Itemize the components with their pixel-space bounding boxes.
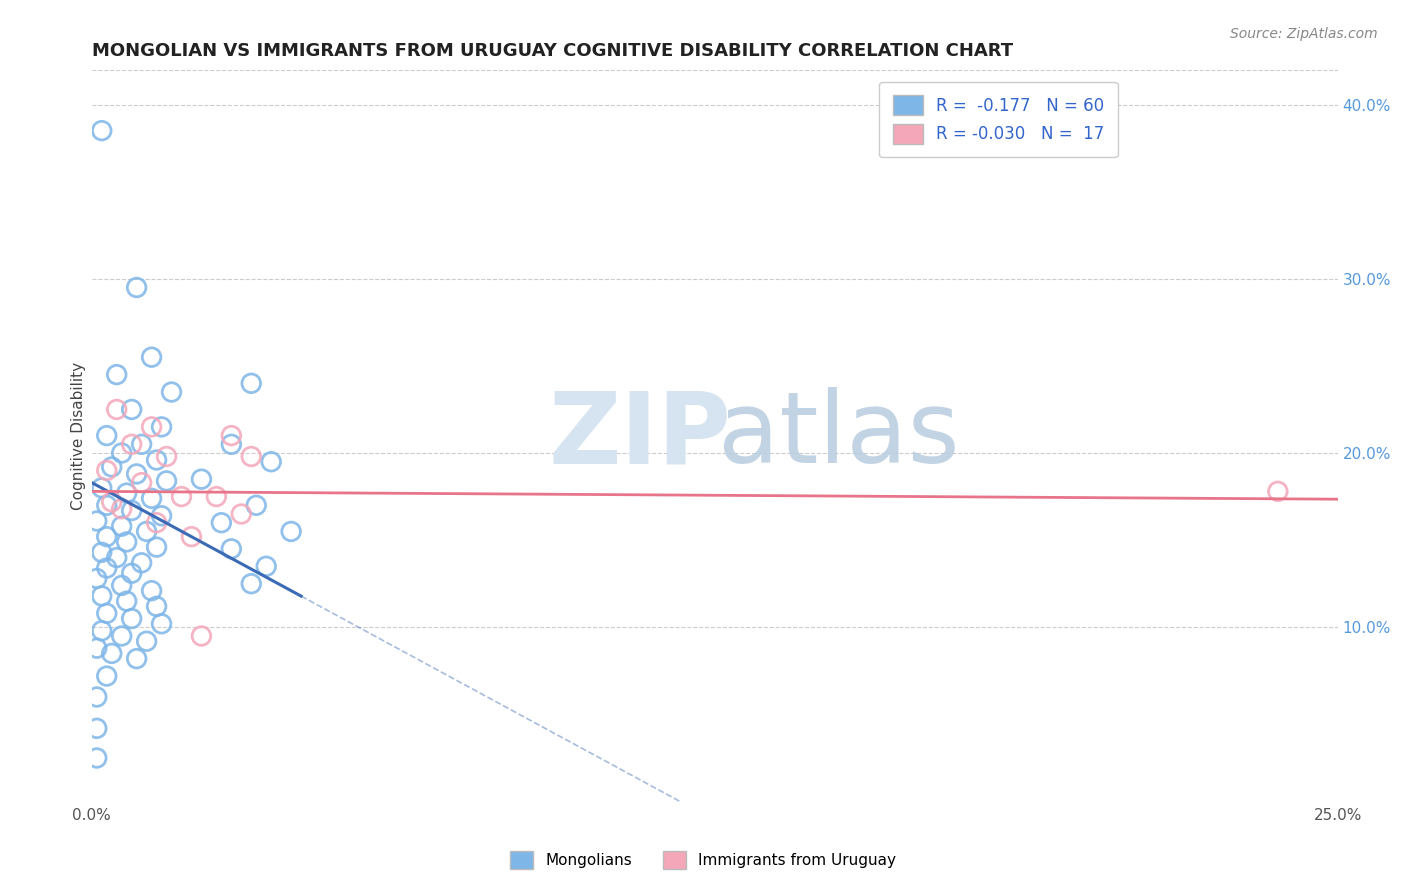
Point — [150, 420, 173, 434]
Point — [121, 402, 143, 417]
Point — [141, 420, 163, 434]
Point — [86, 572, 108, 586]
Point — [190, 472, 212, 486]
Point — [145, 599, 167, 614]
Point — [125, 280, 148, 294]
Point — [115, 594, 138, 608]
Point — [131, 475, 153, 490]
Legend: R =  -0.177   N = 60, R = -0.030   N =  17: R = -0.177 N = 60, R = -0.030 N = 17 — [879, 82, 1118, 157]
Point — [141, 350, 163, 364]
Point — [155, 474, 177, 488]
Point — [240, 450, 263, 464]
Point — [125, 467, 148, 481]
Point — [100, 459, 122, 474]
Point — [111, 629, 134, 643]
Point — [96, 498, 118, 512]
Point — [121, 611, 143, 625]
Point — [111, 578, 134, 592]
Point — [231, 507, 253, 521]
Point — [111, 519, 134, 533]
Point — [100, 647, 122, 661]
Point — [96, 669, 118, 683]
Point — [121, 566, 143, 581]
Point — [221, 437, 243, 451]
Point — [100, 495, 122, 509]
Point — [209, 516, 232, 530]
Point — [155, 450, 177, 464]
Point — [205, 490, 228, 504]
Point — [145, 453, 167, 467]
Point — [121, 503, 143, 517]
Point — [105, 402, 128, 417]
Point — [86, 751, 108, 765]
Point — [96, 530, 118, 544]
Point — [86, 722, 108, 736]
Point — [121, 437, 143, 451]
Point — [254, 559, 277, 574]
Legend: Mongolians, Immigrants from Uruguay: Mongolians, Immigrants from Uruguay — [505, 845, 901, 875]
Point — [90, 123, 112, 137]
Point — [90, 481, 112, 495]
Point — [190, 629, 212, 643]
Point — [221, 428, 243, 442]
Point — [131, 556, 153, 570]
Point — [115, 486, 138, 500]
Point — [111, 446, 134, 460]
Point — [145, 540, 167, 554]
Point — [105, 368, 128, 382]
Point — [280, 524, 302, 539]
Point — [170, 490, 193, 504]
Point — [96, 428, 118, 442]
Y-axis label: Cognitive Disability: Cognitive Disability — [72, 361, 86, 509]
Point — [131, 437, 153, 451]
Point — [245, 498, 267, 512]
Text: Source: ZipAtlas.com: Source: ZipAtlas.com — [1230, 27, 1378, 41]
Point — [135, 634, 157, 648]
Point — [150, 616, 173, 631]
Text: atlas: atlas — [718, 387, 960, 484]
Point — [111, 501, 134, 516]
Point — [221, 541, 243, 556]
Point — [90, 624, 112, 638]
Point — [141, 491, 163, 506]
Point — [240, 576, 263, 591]
Point — [115, 535, 138, 549]
Point — [260, 455, 283, 469]
Point — [240, 376, 263, 391]
Point — [135, 524, 157, 539]
Point — [105, 550, 128, 565]
Point — [145, 516, 167, 530]
Point — [150, 508, 173, 523]
Point — [1267, 484, 1289, 499]
Point — [160, 384, 183, 399]
Point — [86, 641, 108, 656]
Point — [96, 561, 118, 575]
Point — [86, 690, 108, 704]
Point — [125, 651, 148, 665]
Point — [141, 583, 163, 598]
Point — [96, 463, 118, 477]
Point — [86, 514, 108, 528]
Point — [96, 607, 118, 621]
Point — [180, 530, 202, 544]
Text: ZIP: ZIP — [548, 387, 731, 484]
Point — [90, 545, 112, 559]
Point — [90, 589, 112, 603]
Text: MONGOLIAN VS IMMIGRANTS FROM URUGUAY COGNITIVE DISABILITY CORRELATION CHART: MONGOLIAN VS IMMIGRANTS FROM URUGUAY COG… — [91, 42, 1012, 60]
